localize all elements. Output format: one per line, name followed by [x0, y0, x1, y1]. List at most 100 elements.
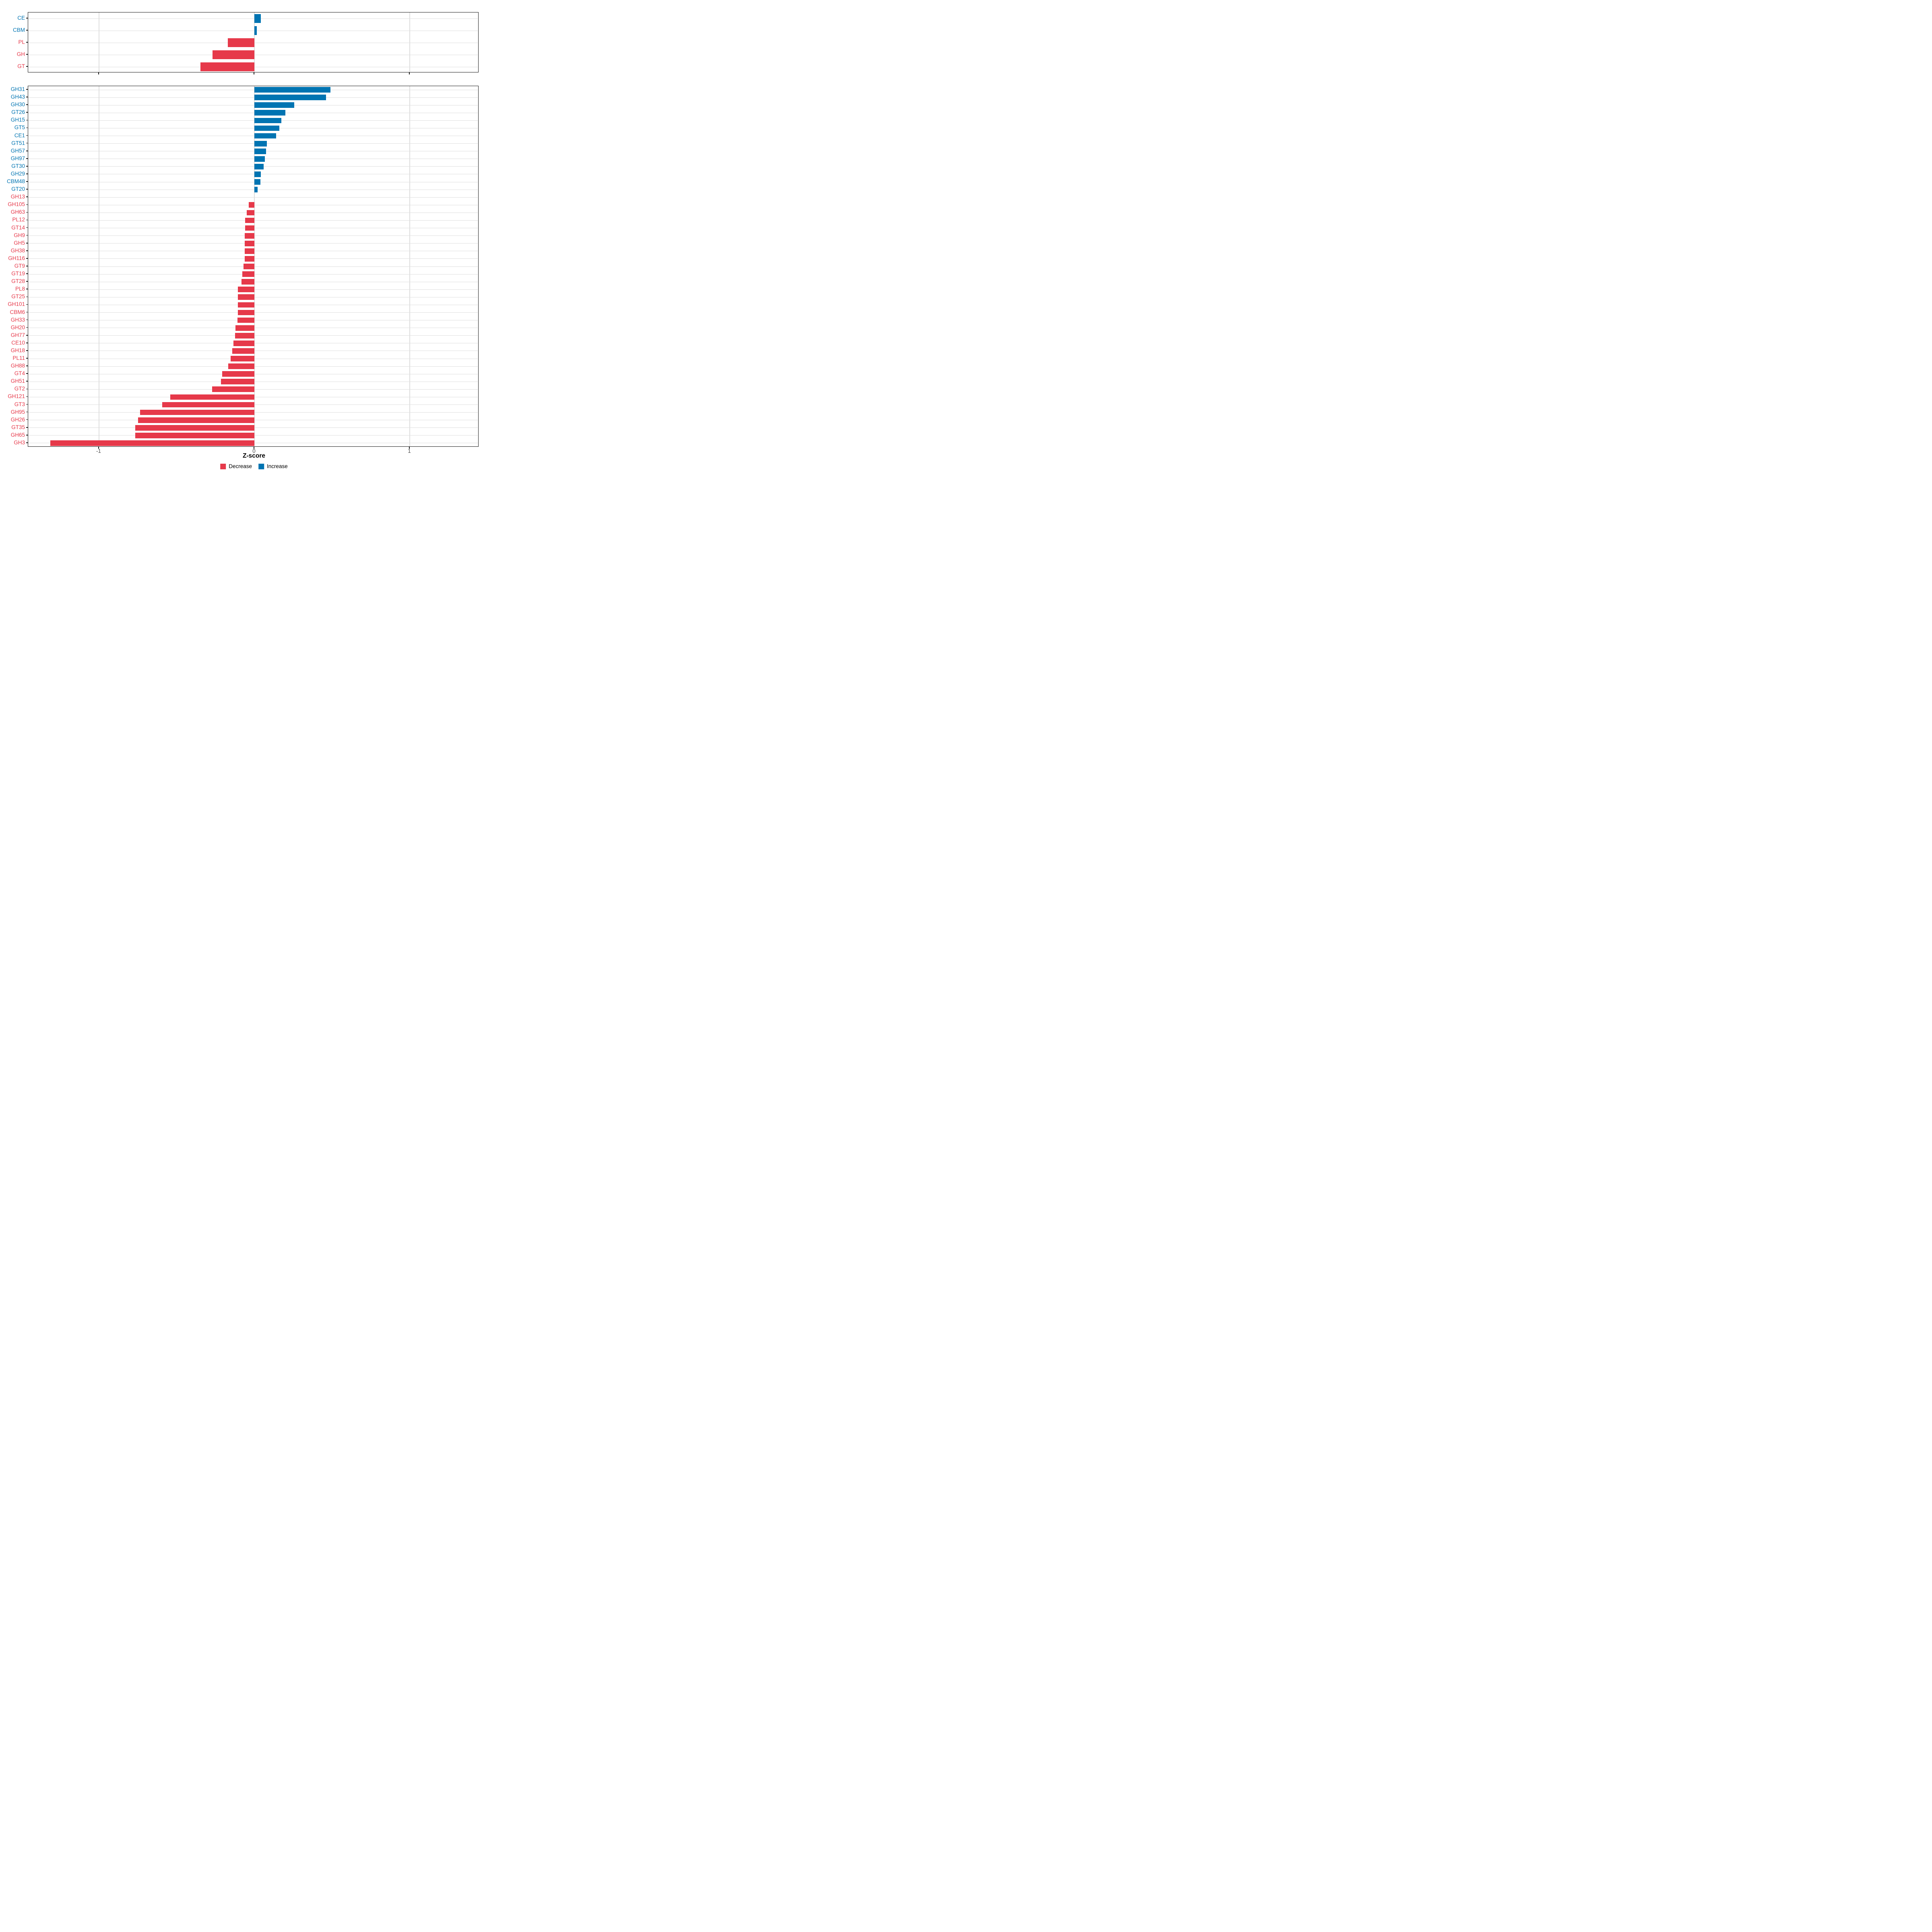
bar-GH101 — [238, 302, 254, 308]
y-tick-GH9 — [26, 235, 28, 236]
y-label-GT4: GT4 — [14, 370, 25, 377]
figure: Z-score Decrease Increase CE CBM PL GH GT GH31… — [0, 0, 483, 483]
y-tick-GH105 — [26, 204, 28, 205]
bar-GH97 — [254, 156, 265, 162]
y-tick-GT — [26, 66, 28, 67]
y-label-GH57: GH57 — [10, 147, 25, 154]
y-tick-CE — [26, 18, 28, 19]
y-tick-GH121 — [26, 396, 28, 397]
gridline-row-GT30 — [28, 166, 478, 167]
x-tick-label-1: 1 — [408, 448, 411, 454]
y-label-CE10: CE10 — [11, 339, 25, 346]
y-tick-CBM — [26, 30, 28, 31]
y-label-GT5: GT5 — [14, 124, 25, 131]
bar-CBM — [254, 26, 257, 35]
gridline-x-0 — [254, 12, 255, 72]
bar-CE1 — [254, 133, 277, 139]
bar-GH33 — [237, 317, 254, 323]
y-tick-GH38 — [26, 250, 28, 251]
gridline-x-0 — [254, 86, 255, 446]
y-label-GH15: GH15 — [10, 117, 25, 123]
y-tick-GT19 — [26, 273, 28, 274]
bar-GH5 — [245, 240, 254, 246]
y-label-GH26: GH26 — [10, 416, 25, 423]
bar-GT25 — [238, 294, 254, 300]
y-tick-GH116 — [26, 258, 28, 259]
y-tick-PL12 — [26, 219, 28, 221]
y-label-GH30: GH30 — [10, 101, 25, 108]
y-label-GT25: GT25 — [11, 293, 25, 300]
gridline-x-1 — [409, 12, 410, 72]
y-label-CBM6: CBM6 — [10, 309, 25, 315]
y-tick-GT20 — [26, 189, 28, 190]
bar-GT3 — [162, 402, 254, 408]
y-label-GH65: GH65 — [10, 431, 25, 438]
gridline-row-GH13 — [28, 197, 478, 198]
bar-PL8 — [238, 287, 254, 293]
y-tick-GH13 — [26, 196, 28, 198]
legend-item-decrease: Decrease — [220, 463, 252, 469]
x-tick-1-top — [409, 72, 410, 74]
x-tick-label--1: -1 — [96, 448, 101, 454]
bar-GH121 — [170, 394, 254, 400]
y-label-GT28: GT28 — [11, 278, 25, 285]
bar-GH77 — [235, 332, 254, 339]
bar-PL — [228, 38, 254, 47]
bar-GH105 — [248, 202, 254, 208]
y-tick-GT3 — [26, 404, 28, 405]
y-label-GT: GT — [17, 63, 25, 69]
y-label-PL: PL — [18, 39, 25, 45]
y-label-CBM48: CBM48 — [6, 178, 25, 185]
y-label-GH77: GH77 — [10, 332, 25, 338]
panel-top — [28, 12, 479, 72]
y-label-GT26: GT26 — [11, 109, 25, 116]
bar-GT — [200, 62, 254, 71]
y-tick-GH63 — [26, 212, 28, 213]
bar-GH65 — [135, 433, 254, 438]
y-tick-GH26 — [26, 419, 28, 420]
y-label-GH13: GH13 — [10, 194, 25, 200]
y-label-PL8: PL8 — [15, 286, 25, 292]
y-tick-CBM6 — [26, 312, 28, 313]
bar-GH43 — [254, 95, 326, 100]
y-tick-GH101 — [26, 304, 28, 305]
y-label-GT9: GT9 — [14, 263, 25, 269]
bar-GH51 — [221, 379, 254, 385]
y-label-GH9: GH9 — [14, 232, 25, 238]
y-label-GH121: GH121 — [8, 393, 25, 400]
bar-GH63 — [246, 210, 254, 216]
bar-GH — [213, 50, 254, 59]
bar-GT9 — [244, 264, 254, 269]
x-tick-1-bottom — [409, 446, 410, 449]
y-tick-GT35 — [26, 427, 28, 428]
y-tick-GH15 — [26, 120, 28, 121]
y-label-PL11: PL11 — [12, 355, 25, 361]
bar-GH57 — [254, 148, 266, 154]
y-label-CE: CE — [17, 15, 25, 21]
y-tick-GT2 — [26, 388, 28, 390]
bar-GT35 — [135, 425, 254, 431]
bar-GH3 — [50, 440, 254, 446]
y-tick-PL11 — [26, 358, 28, 359]
y-label-GH3: GH3 — [14, 439, 25, 446]
bar-GH30 — [254, 102, 294, 108]
y-tick-GH20 — [26, 327, 28, 328]
y-label-GT35: GT35 — [11, 424, 25, 430]
bar-GH15 — [254, 118, 282, 124]
x-tick--1-top — [98, 72, 99, 74]
x-axis-title: Z-score — [243, 452, 265, 459]
y-label-GH29: GH29 — [10, 170, 25, 177]
bar-GH88 — [228, 363, 254, 369]
legend-label: Decrease — [229, 463, 252, 469]
bar-GT14 — [245, 225, 254, 231]
gridline-row-GH43 — [28, 97, 478, 98]
y-label-GT19: GT19 — [11, 270, 25, 277]
y-label-GT20: GT20 — [11, 186, 25, 192]
y-tick-GT4 — [26, 373, 28, 374]
y-label-GH20: GH20 — [10, 324, 25, 330]
y-label-GH101: GH101 — [8, 301, 25, 308]
y-label-GH105: GH105 — [8, 201, 25, 208]
y-label-CE1: CE1 — [14, 132, 25, 138]
x-tick-label-0: 0 — [252, 448, 256, 454]
y-label-GH63: GH63 — [10, 209, 25, 215]
